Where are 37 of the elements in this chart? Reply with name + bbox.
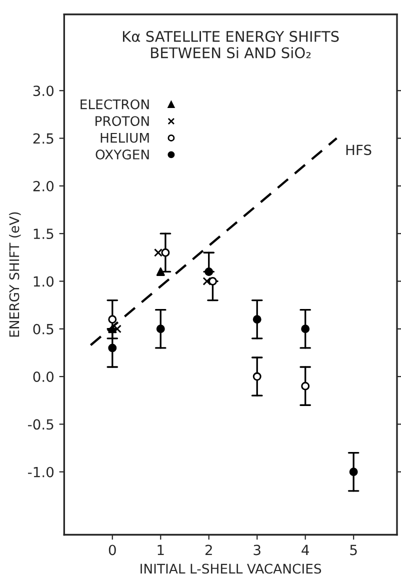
point (301, 382, 310, 390)
point (108, 344, 117, 352)
text: Kα SATELLITE ENERGY SHIFTS BETWEEN Si AND SiO₂ (122, 30, 339, 58)
point (154, 248, 162, 257)
y-tick-label: 2.5 (33, 133, 54, 144)
x-tick-label: 4 (302, 544, 309, 556)
y-axis-title: ENERGY SHIFT (eV) (9, 212, 21, 337)
point (161, 248, 170, 257)
point (208, 276, 217, 286)
point (301, 324, 310, 334)
x-tick-label: 5 (350, 544, 357, 556)
legend-label: OXYGEN (96, 150, 149, 160)
y-tick-label: 0.5 (33, 324, 54, 334)
point (349, 468, 358, 476)
y-tick-label: -0.5 (28, 419, 54, 430)
point (202, 276, 212, 286)
legend-label: PROTON (96, 116, 149, 126)
point (108, 315, 117, 324)
y-tick-label: 0.0 (33, 372, 54, 382)
x-tick-label: 2 (205, 544, 212, 556)
y-tick-label: 1.5 (34, 228, 54, 240)
x-axis-title: INITIAL L-SHELL VACANCIES (140, 564, 322, 574)
legend-label: ELECTRON (80, 99, 149, 110)
y-tick-label: -1.0 (28, 466, 54, 478)
point (156, 324, 165, 334)
point (204, 267, 214, 276)
legend-label: HELIUM (100, 132, 149, 143)
y-tick-label: 1.0 (34, 276, 54, 287)
x-tick-label: 1 (158, 544, 164, 556)
annotation: HFS (346, 144, 372, 156)
point (252, 372, 262, 381)
point (252, 315, 262, 324)
y-tick-label: 2.0 (33, 180, 54, 192)
point (156, 267, 165, 276)
y-tick-label: 3.0 (33, 86, 54, 96)
x-tick-label: 0 (108, 544, 116, 556)
x-tick-label: 3 (254, 544, 260, 556)
